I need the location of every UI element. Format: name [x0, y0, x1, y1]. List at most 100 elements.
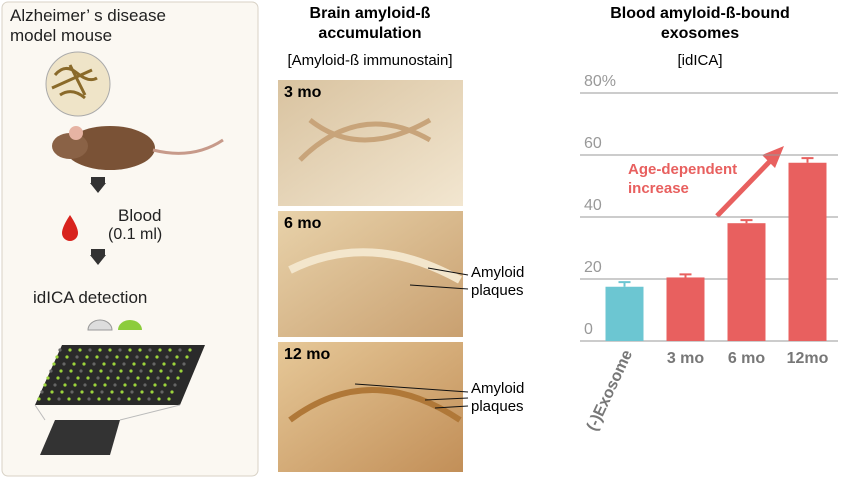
arrow-down: [90, 177, 106, 193]
zoom-line: [119, 404, 181, 421]
chip-well: [159, 369, 163, 373]
chip-well: [89, 369, 93, 373]
chip-well: [173, 383, 177, 387]
chip-well: [50, 390, 54, 394]
chip-well: [148, 348, 152, 352]
blood-label: Blood: [118, 206, 162, 225]
stain-texture: [298, 117, 432, 162]
chip-well: [163, 383, 167, 387]
mouse-tail: [152, 138, 224, 155]
chip-well: [167, 397, 171, 401]
chip-well: [157, 397, 161, 401]
chip-well: [86, 376, 90, 380]
bar: [605, 286, 644, 341]
chip-well: [126, 376, 130, 380]
error-bar: [618, 281, 631, 287]
x-tick-label: 3 mo: [667, 350, 705, 367]
chip-well: [109, 369, 113, 373]
chip-well: [90, 390, 94, 394]
pointer-line: [424, 397, 469, 401]
plaque-label: Amyloid plaques: [471, 380, 525, 415]
y-tick-label: 60: [584, 135, 602, 152]
chip-well: [100, 390, 104, 394]
chip-well: [77, 397, 81, 401]
pointer-line: [427, 267, 469, 276]
plaque-label: Amyloid plaques: [471, 264, 525, 299]
chip-well: [182, 362, 186, 366]
chip-well: [110, 390, 114, 394]
chip-well: [78, 348, 82, 352]
chip-well: [155, 355, 159, 359]
chip-well: [46, 376, 50, 380]
pointer-line: [434, 405, 469, 409]
chip-well: [162, 362, 166, 366]
chip-well: [56, 376, 60, 380]
chip-well: [70, 390, 74, 394]
chip-well: [102, 362, 106, 366]
chip-well: [57, 397, 61, 401]
chip-well: [107, 397, 111, 401]
chip-well: [65, 355, 69, 359]
chip-well: [133, 383, 137, 387]
chip-well: [108, 348, 112, 352]
bead-icon: [118, 320, 142, 330]
chip-well: [53, 383, 57, 387]
image-label: 3 mo: [284, 84, 322, 101]
chip-well: [119, 369, 123, 373]
x-tick-label: 12mo: [787, 350, 829, 367]
chip-well: [143, 383, 147, 387]
trend-arrow: [715, 154, 777, 218]
y-tick-label: 40: [584, 197, 602, 214]
chip-well: [125, 355, 129, 359]
chip-well: [130, 390, 134, 394]
chip-well: [147, 397, 151, 401]
chip-well: [73, 383, 77, 387]
chip-well: [85, 355, 89, 359]
error-bar: [740, 219, 753, 224]
chip-well: [185, 355, 189, 359]
chip-well: [88, 348, 92, 352]
x-tick-label: (-)Exosome: [584, 347, 636, 433]
stain-image: [278, 80, 463, 206]
image-label: 6 mo: [284, 215, 322, 232]
chip-well: [96, 376, 100, 380]
chip-well: [49, 369, 53, 373]
chip-well: [139, 369, 143, 373]
chip-well: [106, 376, 110, 380]
chip-well: [68, 348, 72, 352]
chip-well: [98, 348, 102, 352]
chip-well: [83, 383, 87, 387]
chip-well: [99, 369, 103, 373]
chip-well: [149, 369, 153, 373]
chip-well: [117, 397, 121, 401]
chip-well: [170, 390, 174, 394]
arrow-down: [90, 249, 106, 265]
chip-well: [127, 397, 131, 401]
chip-well: [153, 383, 157, 387]
chart-title: Blood amyloid-ß-bound exosomes: [610, 5, 790, 42]
chip-wells: [37, 348, 192, 401]
chip-well: [59, 369, 63, 373]
chip-slide: [40, 420, 120, 455]
chip-well: [135, 355, 139, 359]
chip-well: [137, 397, 141, 401]
chip-well: [66, 376, 70, 380]
y-tick-label: 80%: [584, 73, 616, 90]
pointer-line: [409, 284, 469, 290]
chip-well: [69, 369, 73, 373]
detection-label: idICA detection: [33, 288, 148, 307]
bar-chart: 0 20 40 60 80% (-)Exosome 3 mo 6 mo 12mo: [580, 73, 838, 434]
chip-well: [132, 362, 136, 366]
chip-well: [122, 362, 126, 366]
chip-well: [175, 355, 179, 359]
chip-well: [103, 383, 107, 387]
chip-well: [160, 390, 164, 394]
chip-well: [188, 348, 192, 352]
chip-well: [63, 383, 67, 387]
chip-well: [72, 362, 76, 366]
chip-well: [112, 362, 116, 366]
chip-well: [93, 383, 97, 387]
chip-well: [62, 362, 66, 366]
